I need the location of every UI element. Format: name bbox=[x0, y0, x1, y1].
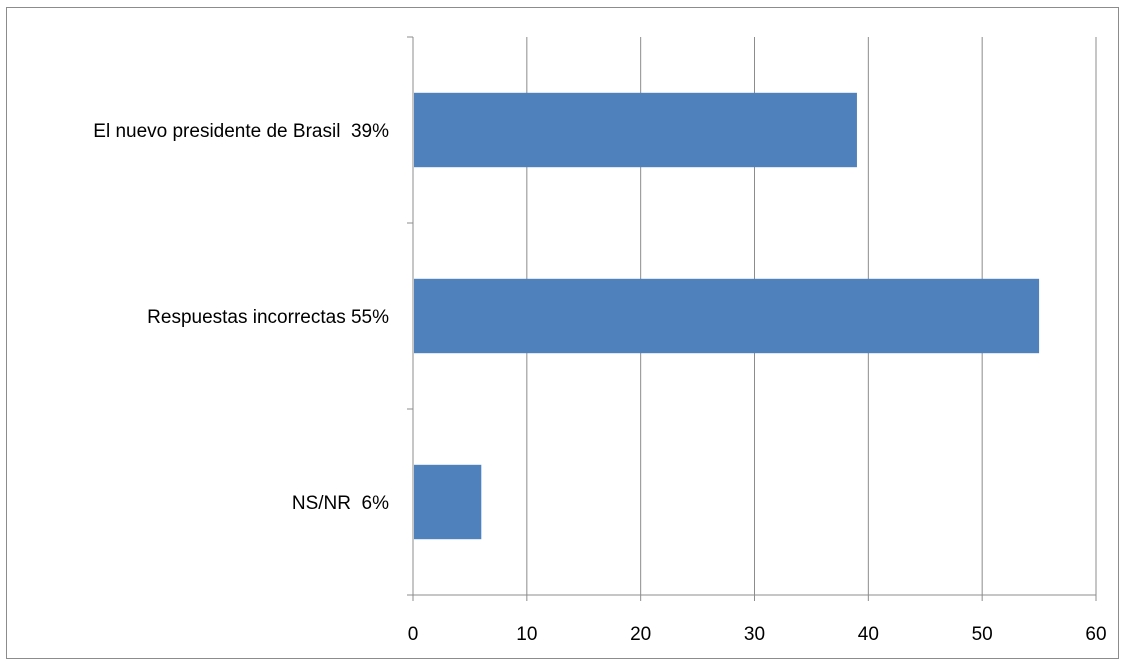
category-label: El nuevo presidente de Brasil 39% bbox=[93, 121, 389, 142]
x-tick-label: 60 bbox=[1085, 624, 1106, 645]
axes bbox=[407, 36, 1097, 601]
bar bbox=[414, 464, 482, 540]
x-tick-label: 50 bbox=[972, 624, 993, 645]
x-tick-label: 10 bbox=[516, 624, 537, 645]
x-tick-label: 30 bbox=[744, 624, 765, 645]
x-tick-label: 40 bbox=[858, 624, 879, 645]
category-labels: El nuevo presidente de Brasil 39% Respues… bbox=[93, 121, 389, 514]
bars bbox=[414, 92, 1040, 540]
category-label: NS/NR 6% bbox=[292, 493, 389, 514]
bar bbox=[414, 92, 857, 168]
bar bbox=[414, 278, 1040, 354]
category-label: Respuestas incorrectas 55% bbox=[147, 307, 389, 328]
x-tick-label: 0 bbox=[408, 624, 419, 645]
tick-labels: 0 10 20 30 40 50 60 bbox=[408, 624, 1107, 645]
x-tick-label: 20 bbox=[630, 624, 651, 645]
